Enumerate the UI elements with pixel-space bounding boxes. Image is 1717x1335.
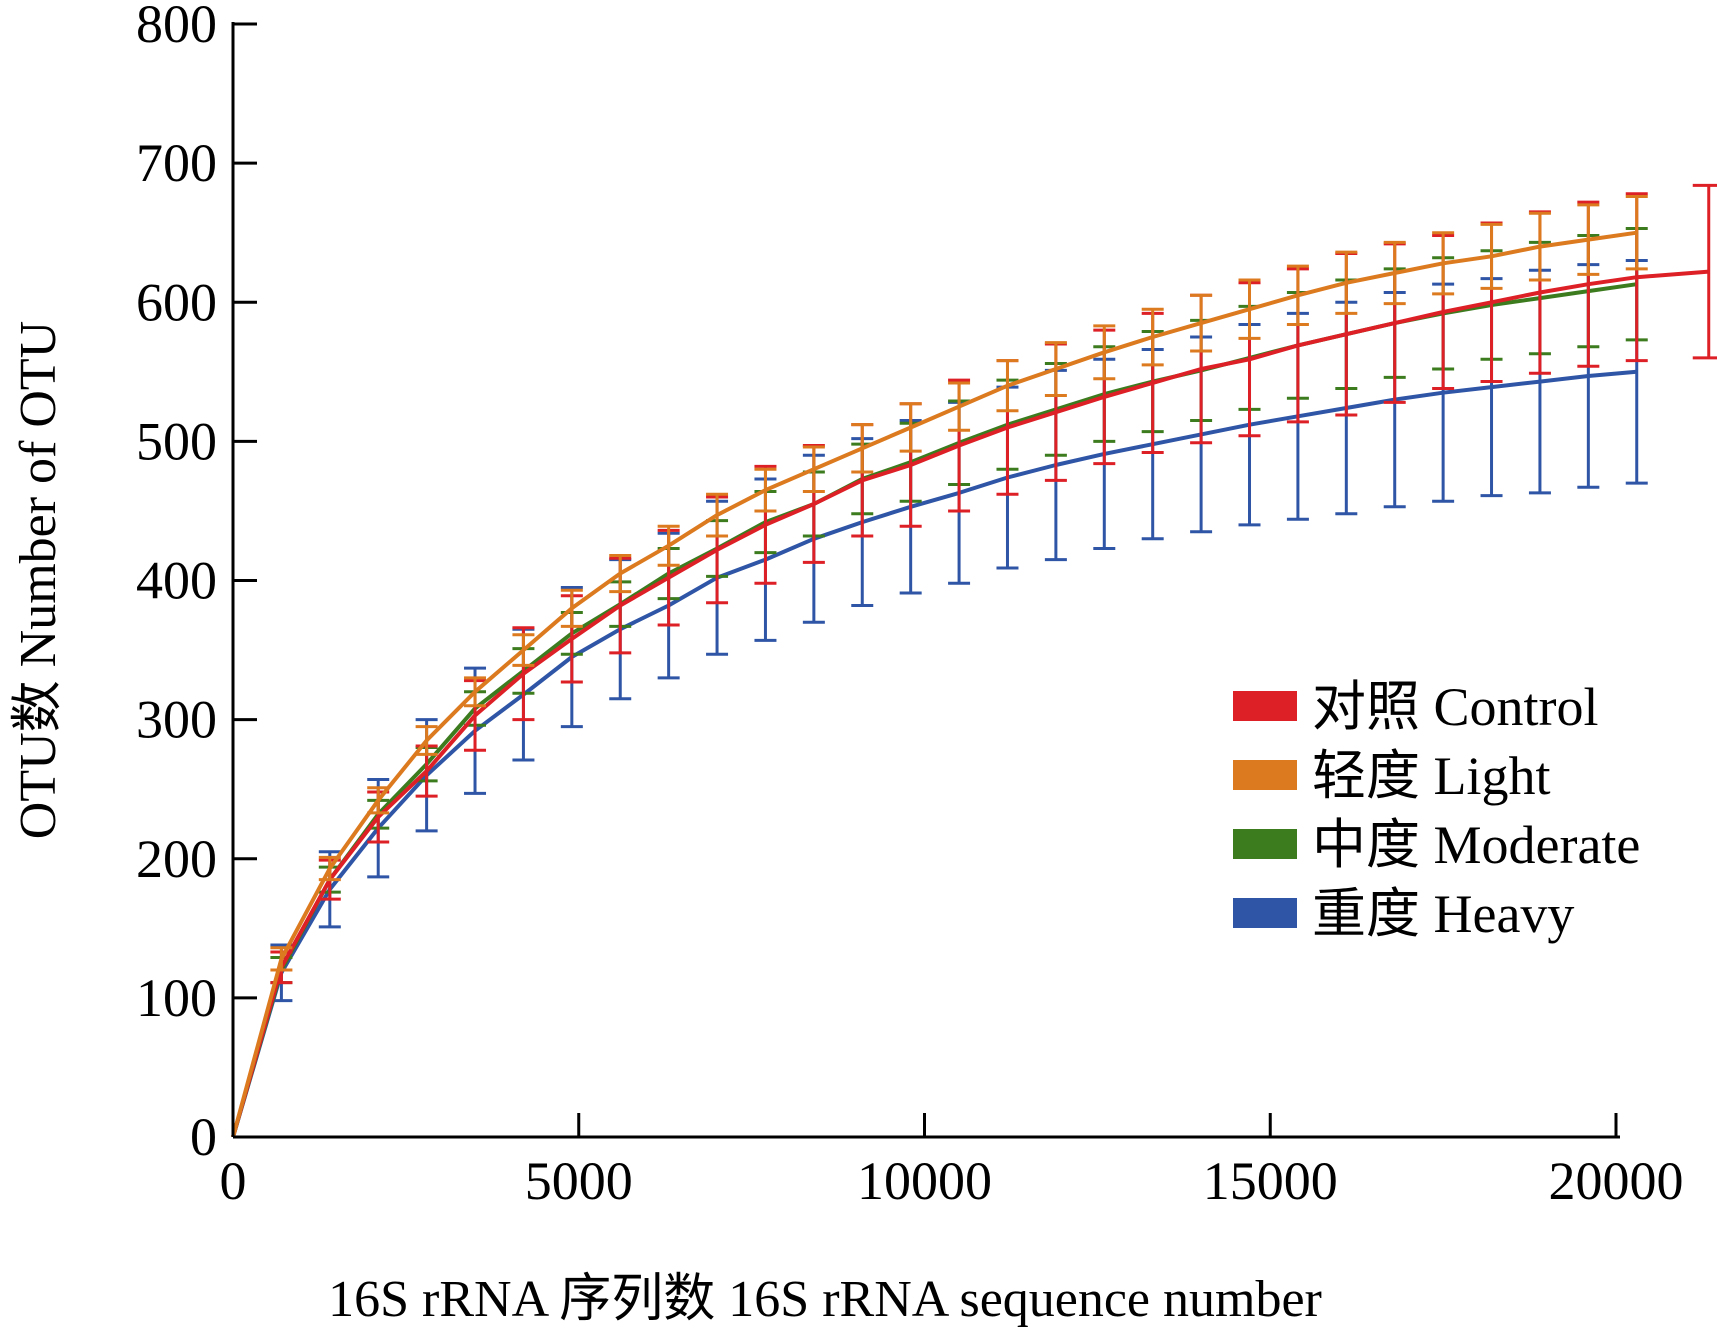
y-tick-label: 700: [136, 133, 217, 193]
legend-swatch: [1233, 760, 1297, 790]
ticks: 0 100 200 300 400 500 600 700 800 0 5000 10000 15000…: [136, 0, 1684, 1211]
legend: 对照 Control 轻度 Light 中度 Moderate 重度 Heavy: [1233, 677, 1640, 944]
legend-label: 重度 Heavy: [1312, 884, 1574, 944]
legend-label: 中度 Moderate: [1312, 815, 1640, 875]
y-tick-label: 600: [136, 272, 217, 332]
y-axis-title: OTU数 Number of OTU: [10, 321, 67, 839]
y-tick-label: 500: [136, 411, 217, 471]
x-tick-label: 0: [220, 1151, 247, 1211]
x-tick-label: 5000: [525, 1151, 633, 1211]
plot-area: [231, 183, 1717, 1138]
y-tick-label: 0: [190, 1107, 217, 1167]
legend-label: 对照 Control: [1312, 677, 1599, 737]
x-tick-label: 20000: [1549, 1151, 1684, 1211]
y-tick-label: 300: [136, 690, 217, 750]
x-tick-label: 15000: [1203, 1151, 1338, 1211]
axes: [231, 22, 1620, 1139]
series-line: [231, 230, 1637, 1138]
series-group: [231, 192, 1648, 1138]
legend-swatch: [1233, 691, 1297, 721]
y-tick-label: 800: [136, 0, 217, 54]
legend-swatch: [1233, 898, 1297, 928]
legend-swatch: [1233, 829, 1297, 859]
y-tick-label: 200: [136, 829, 217, 889]
y-tick-label: 100: [136, 968, 217, 1028]
series-group: [231, 195, 1648, 1138]
x-tick-label: 10000: [857, 1151, 992, 1211]
series-line: [231, 369, 1637, 1138]
series-line-extension: [1636, 269, 1709, 280]
y-tick-label: 400: [136, 551, 217, 611]
x-axis-title: 16S rRNA 序列数 16S rRNA sequence number: [328, 1271, 1322, 1328]
series-line: [231, 275, 1637, 1138]
legend-label: 轻度 Light: [1312, 746, 1551, 806]
